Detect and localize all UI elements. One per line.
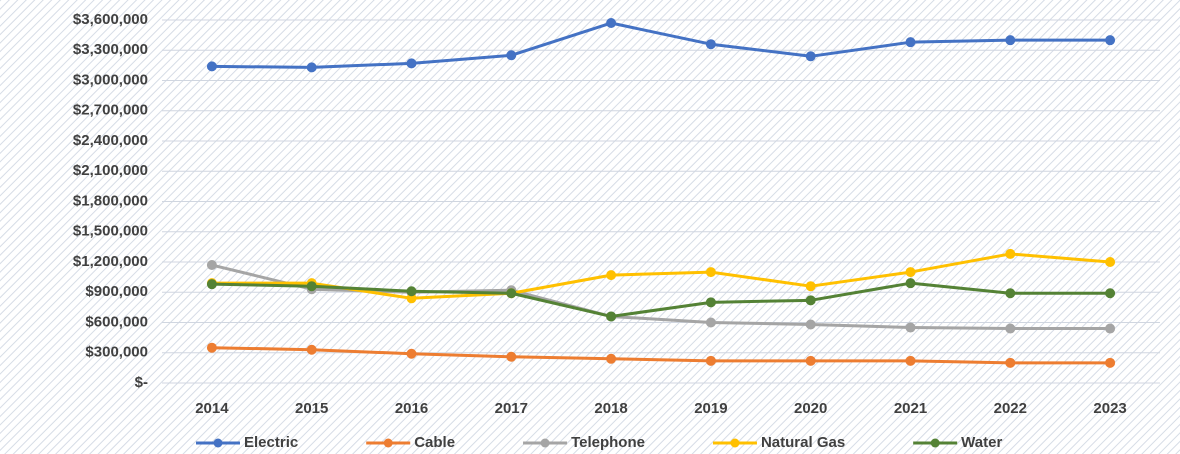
point [705,297,716,308]
y-tick-label: $- [135,374,148,391]
legend-label: Water [961,434,1002,451]
point [805,355,816,366]
point [306,281,317,292]
point [1105,257,1116,267]
point [805,281,816,292]
legend-label: Cable [414,434,455,451]
point [306,344,317,355]
point [905,37,916,48]
series-line [211,21,1111,69]
legend-marker [930,438,940,448]
point [1005,323,1016,334]
legend-marker [213,438,223,448]
y-tick-label: $300,000 [85,344,148,361]
series-line [211,252,1111,300]
point [1005,248,1016,259]
legend-label: Telephone [571,434,645,451]
point [1105,357,1116,368]
point [606,270,617,281]
y-tick-label: $600,000 [85,313,148,330]
y-tick-label: $900,000 [85,283,148,300]
y-tick-label: $2,100,000 [73,162,148,179]
x-tick-label: 2016 [395,400,428,417]
y-tick-label: $1,200,000 [73,253,148,270]
point [705,355,716,366]
point [805,51,816,62]
point [1105,35,1116,46]
point [206,260,217,271]
x-tick-label: 2021 [894,400,927,417]
point [406,286,417,297]
x-tick-label: 2023 [1093,400,1126,417]
point [206,342,217,353]
series-line [211,346,1111,365]
point [1005,35,1016,46]
point [206,61,217,72]
point [606,311,617,322]
point [306,62,317,73]
legend-marker [540,438,550,448]
y-tick-label: $1,500,000 [73,223,148,240]
y-tick-label: $3,000,000 [73,71,148,88]
x-tick-label: 2020 [794,400,827,417]
x-tick-label: 2022 [994,400,1027,417]
point [506,351,517,362]
y-tick-label: $3,600,000 [73,11,148,28]
x-tick-label: 2014 [195,400,229,417]
point [1105,323,1116,334]
legend-label: Natural Gas [761,434,845,451]
x-tick-label: 2019 [694,400,727,417]
point [1005,288,1016,299]
legend-label: Electric [244,434,298,451]
point [905,322,916,333]
legend-marker [730,438,740,448]
point [805,295,816,306]
x-tick-label: 2018 [594,400,627,417]
x-tick-label: 2015 [295,400,328,417]
y-tick-label: $2,700,000 [73,102,148,119]
y-tick-label: $2,400,000 [73,132,148,149]
point [206,279,217,290]
point [506,288,517,299]
point [606,353,617,364]
legend-marker [383,438,393,448]
point [905,267,916,278]
point [506,50,517,61]
point [905,355,916,366]
point [606,18,617,29]
point [705,39,716,50]
point [406,58,417,69]
point [1005,357,1016,368]
series-line [211,281,1111,318]
point [406,348,417,359]
point [1105,288,1116,299]
point [705,267,716,278]
y-tick-label: $1,800,000 [73,192,148,209]
point [705,317,716,328]
point [805,319,816,330]
point [905,278,916,289]
y-tick-label: $3,300,000 [73,41,148,58]
x-tick-label: 2017 [495,400,528,417]
